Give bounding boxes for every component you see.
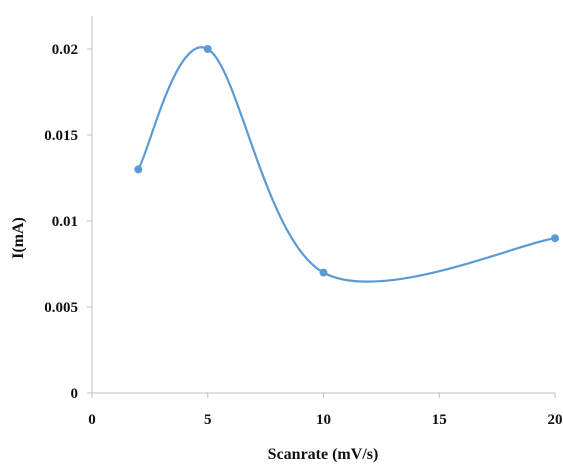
x-tick-label: 15 bbox=[432, 412, 447, 428]
data-point bbox=[203, 45, 212, 53]
y-tick-label: 0.005 bbox=[44, 300, 78, 316]
axes bbox=[91, 16, 555, 394]
data-point bbox=[551, 234, 559, 243]
y-tick-labels: 0 0.005 0.01 0.015 0.02 bbox=[44, 42, 92, 402]
series-line bbox=[137, 46, 556, 283]
y-tick-label: 0.01 bbox=[52, 214, 78, 230]
x-axis-title: Scanrate (mV/s) bbox=[268, 446, 379, 463]
data-point bbox=[134, 165, 143, 174]
x-tick-label: 20 bbox=[548, 412, 563, 428]
y-axis-title: I(mA) bbox=[10, 217, 27, 259]
y-tick-label: 0.02 bbox=[52, 42, 78, 58]
y-tick-label: 0 bbox=[71, 386, 79, 402]
series-layer bbox=[134, 45, 559, 283]
data-point bbox=[319, 268, 328, 277]
x-tick-label: 10 bbox=[316, 412, 331, 428]
x-tick-labels: 0 5 10 15 20 bbox=[88, 393, 563, 428]
x-tick-label: 0 bbox=[88, 412, 96, 428]
y-tick-label: 0.015 bbox=[44, 128, 78, 144]
x-tick-label: 5 bbox=[204, 412, 212, 428]
